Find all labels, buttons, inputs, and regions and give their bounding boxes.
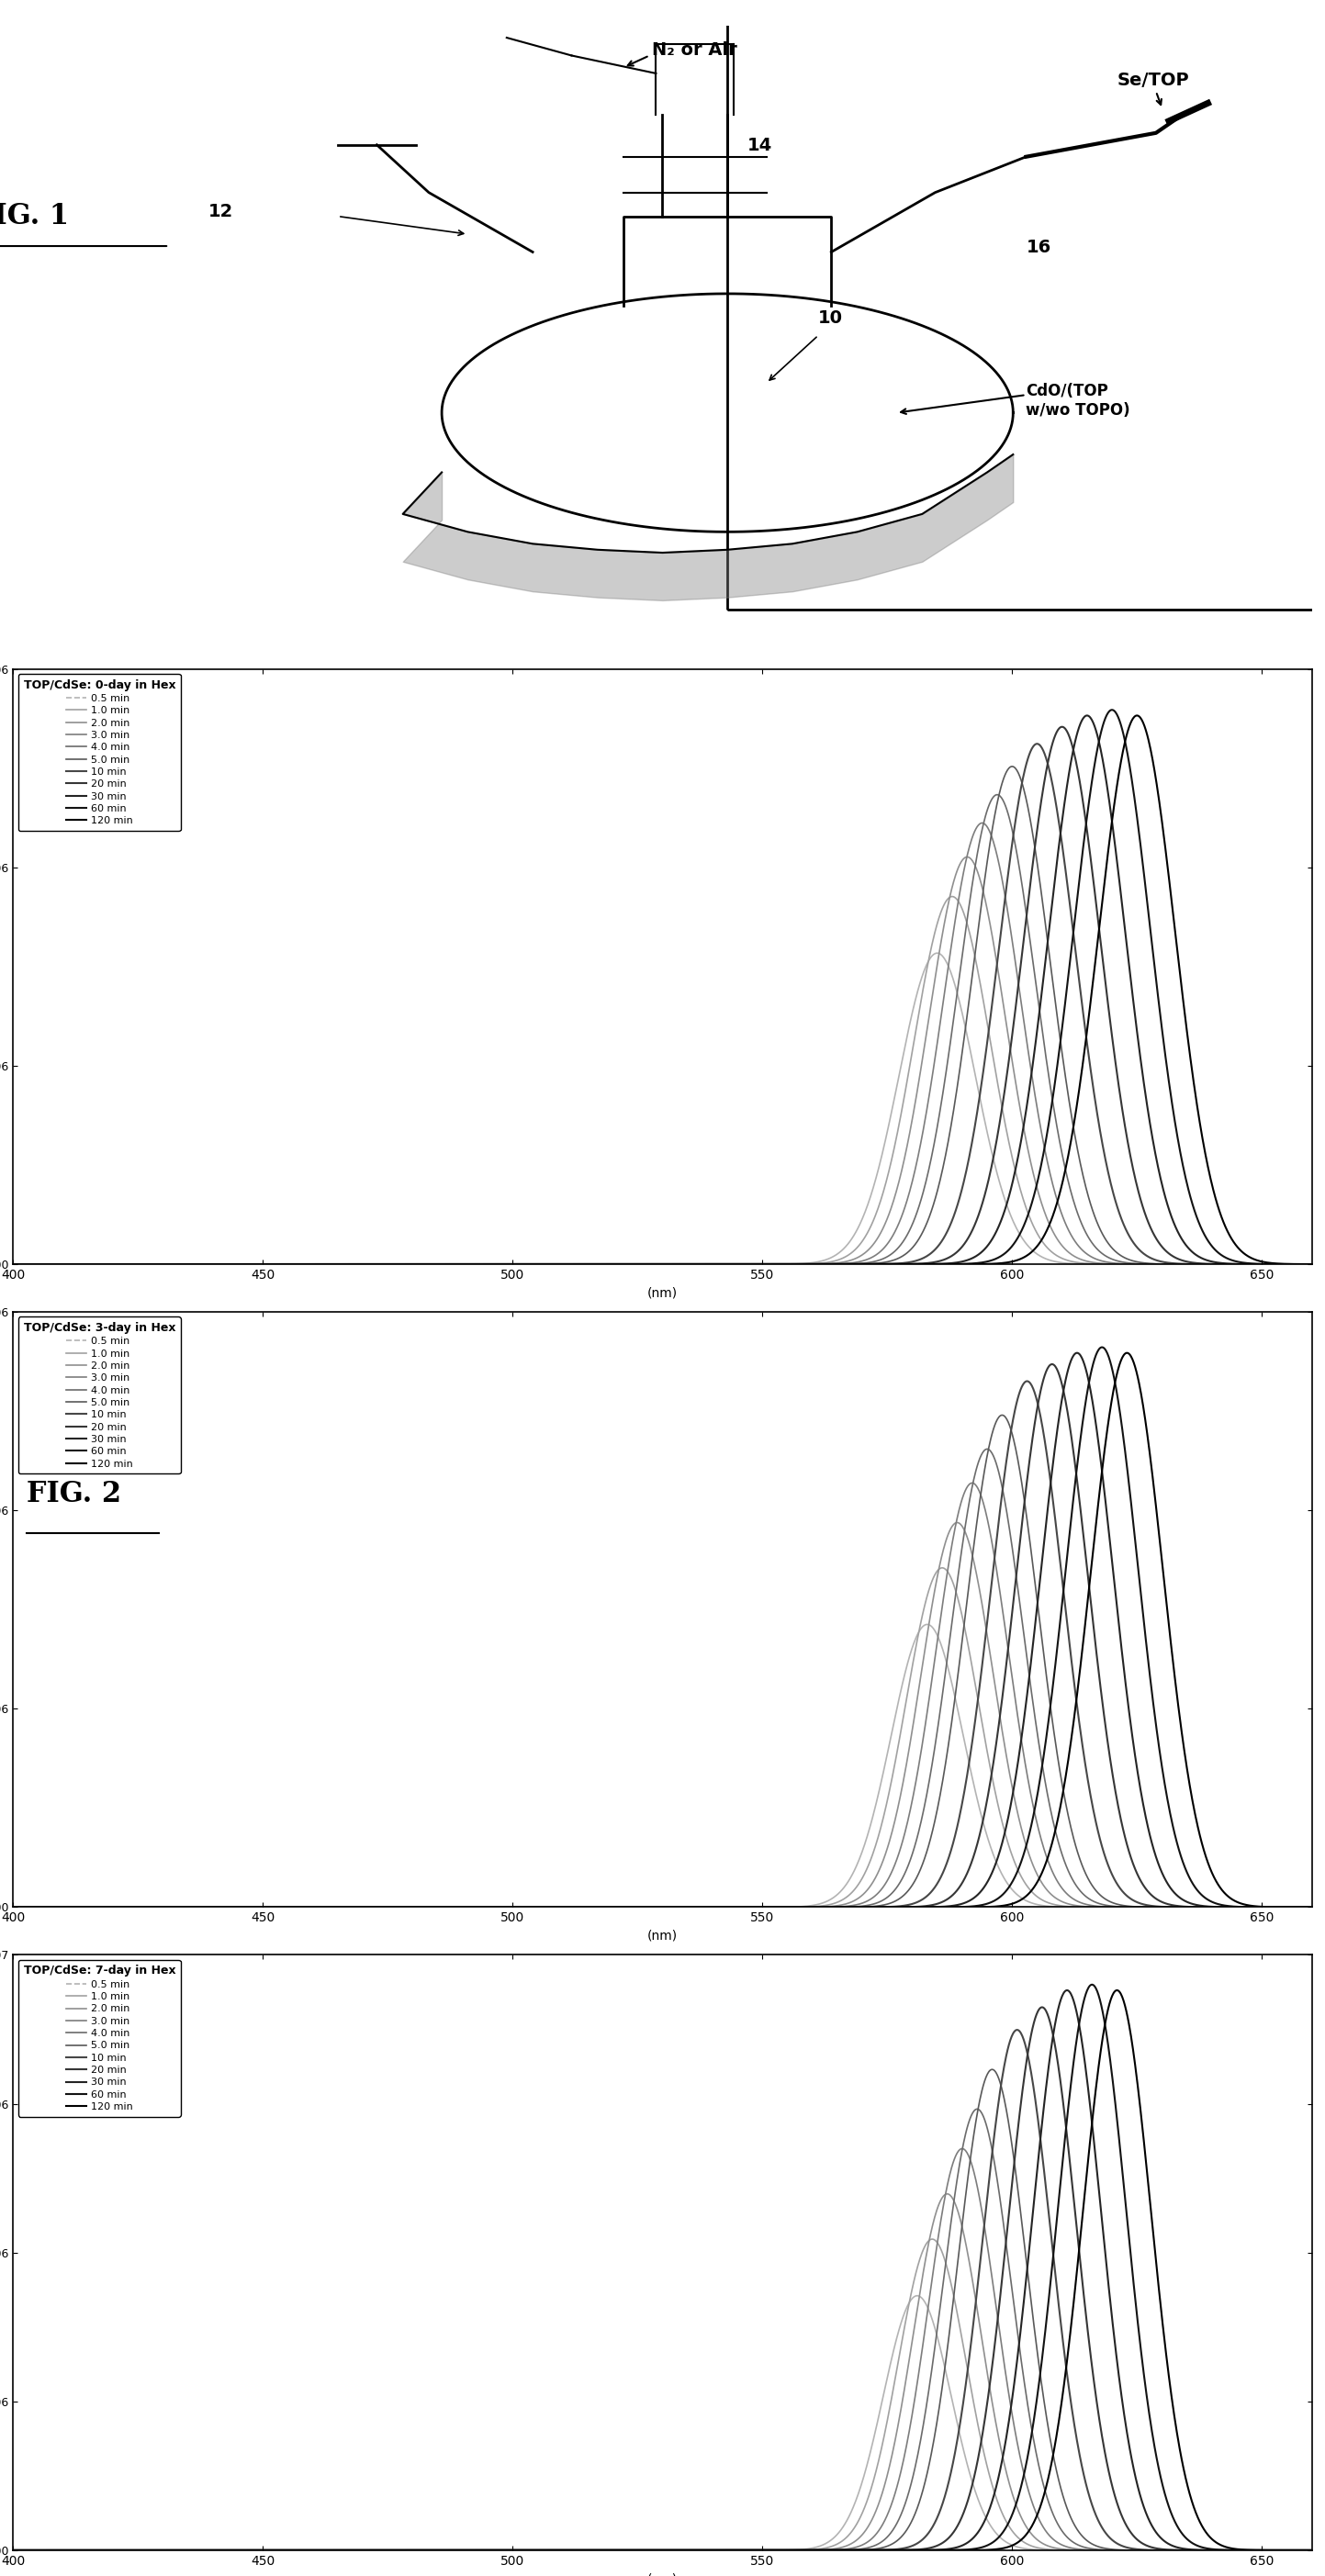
Text: CdO/(TOP
w/wo TOPO): CdO/(TOP w/wo TOPO) bbox=[1026, 384, 1130, 420]
Text: FIG. 1: FIG. 1 bbox=[0, 201, 69, 229]
Legend: 0.5 min, 1.0 min, 2.0 min, 3.0 min, 4.0 min, 5.0 min, 10 min, 20 min, 30 min, 60: 0.5 min, 1.0 min, 2.0 min, 3.0 min, 4.0 … bbox=[19, 1316, 180, 1473]
X-axis label: (nm): (nm) bbox=[648, 1285, 677, 1298]
Text: 16: 16 bbox=[1026, 237, 1051, 255]
Text: FIG. 2: FIG. 2 bbox=[26, 1479, 121, 1510]
X-axis label: (nm): (nm) bbox=[648, 2573, 677, 2576]
Text: 14: 14 bbox=[747, 137, 772, 155]
Legend: 0.5 min, 1.0 min, 2.0 min, 3.0 min, 4.0 min, 5.0 min, 10 min, 20 min, 30 min, 60: 0.5 min, 1.0 min, 2.0 min, 3.0 min, 4.0 … bbox=[19, 675, 180, 829]
Text: 12: 12 bbox=[208, 204, 233, 219]
Legend: 0.5 min, 1.0 min, 2.0 min, 3.0 min, 4.0 min, 5.0 min, 10 min, 20 min, 30 min, 60: 0.5 min, 1.0 min, 2.0 min, 3.0 min, 4.0 … bbox=[19, 1960, 180, 2117]
Text: N₂ or Air: N₂ or Air bbox=[652, 41, 738, 59]
X-axis label: (nm): (nm) bbox=[648, 1929, 677, 1942]
Text: 10: 10 bbox=[819, 309, 843, 327]
Text: Se/TOP: Se/TOP bbox=[1117, 72, 1189, 90]
